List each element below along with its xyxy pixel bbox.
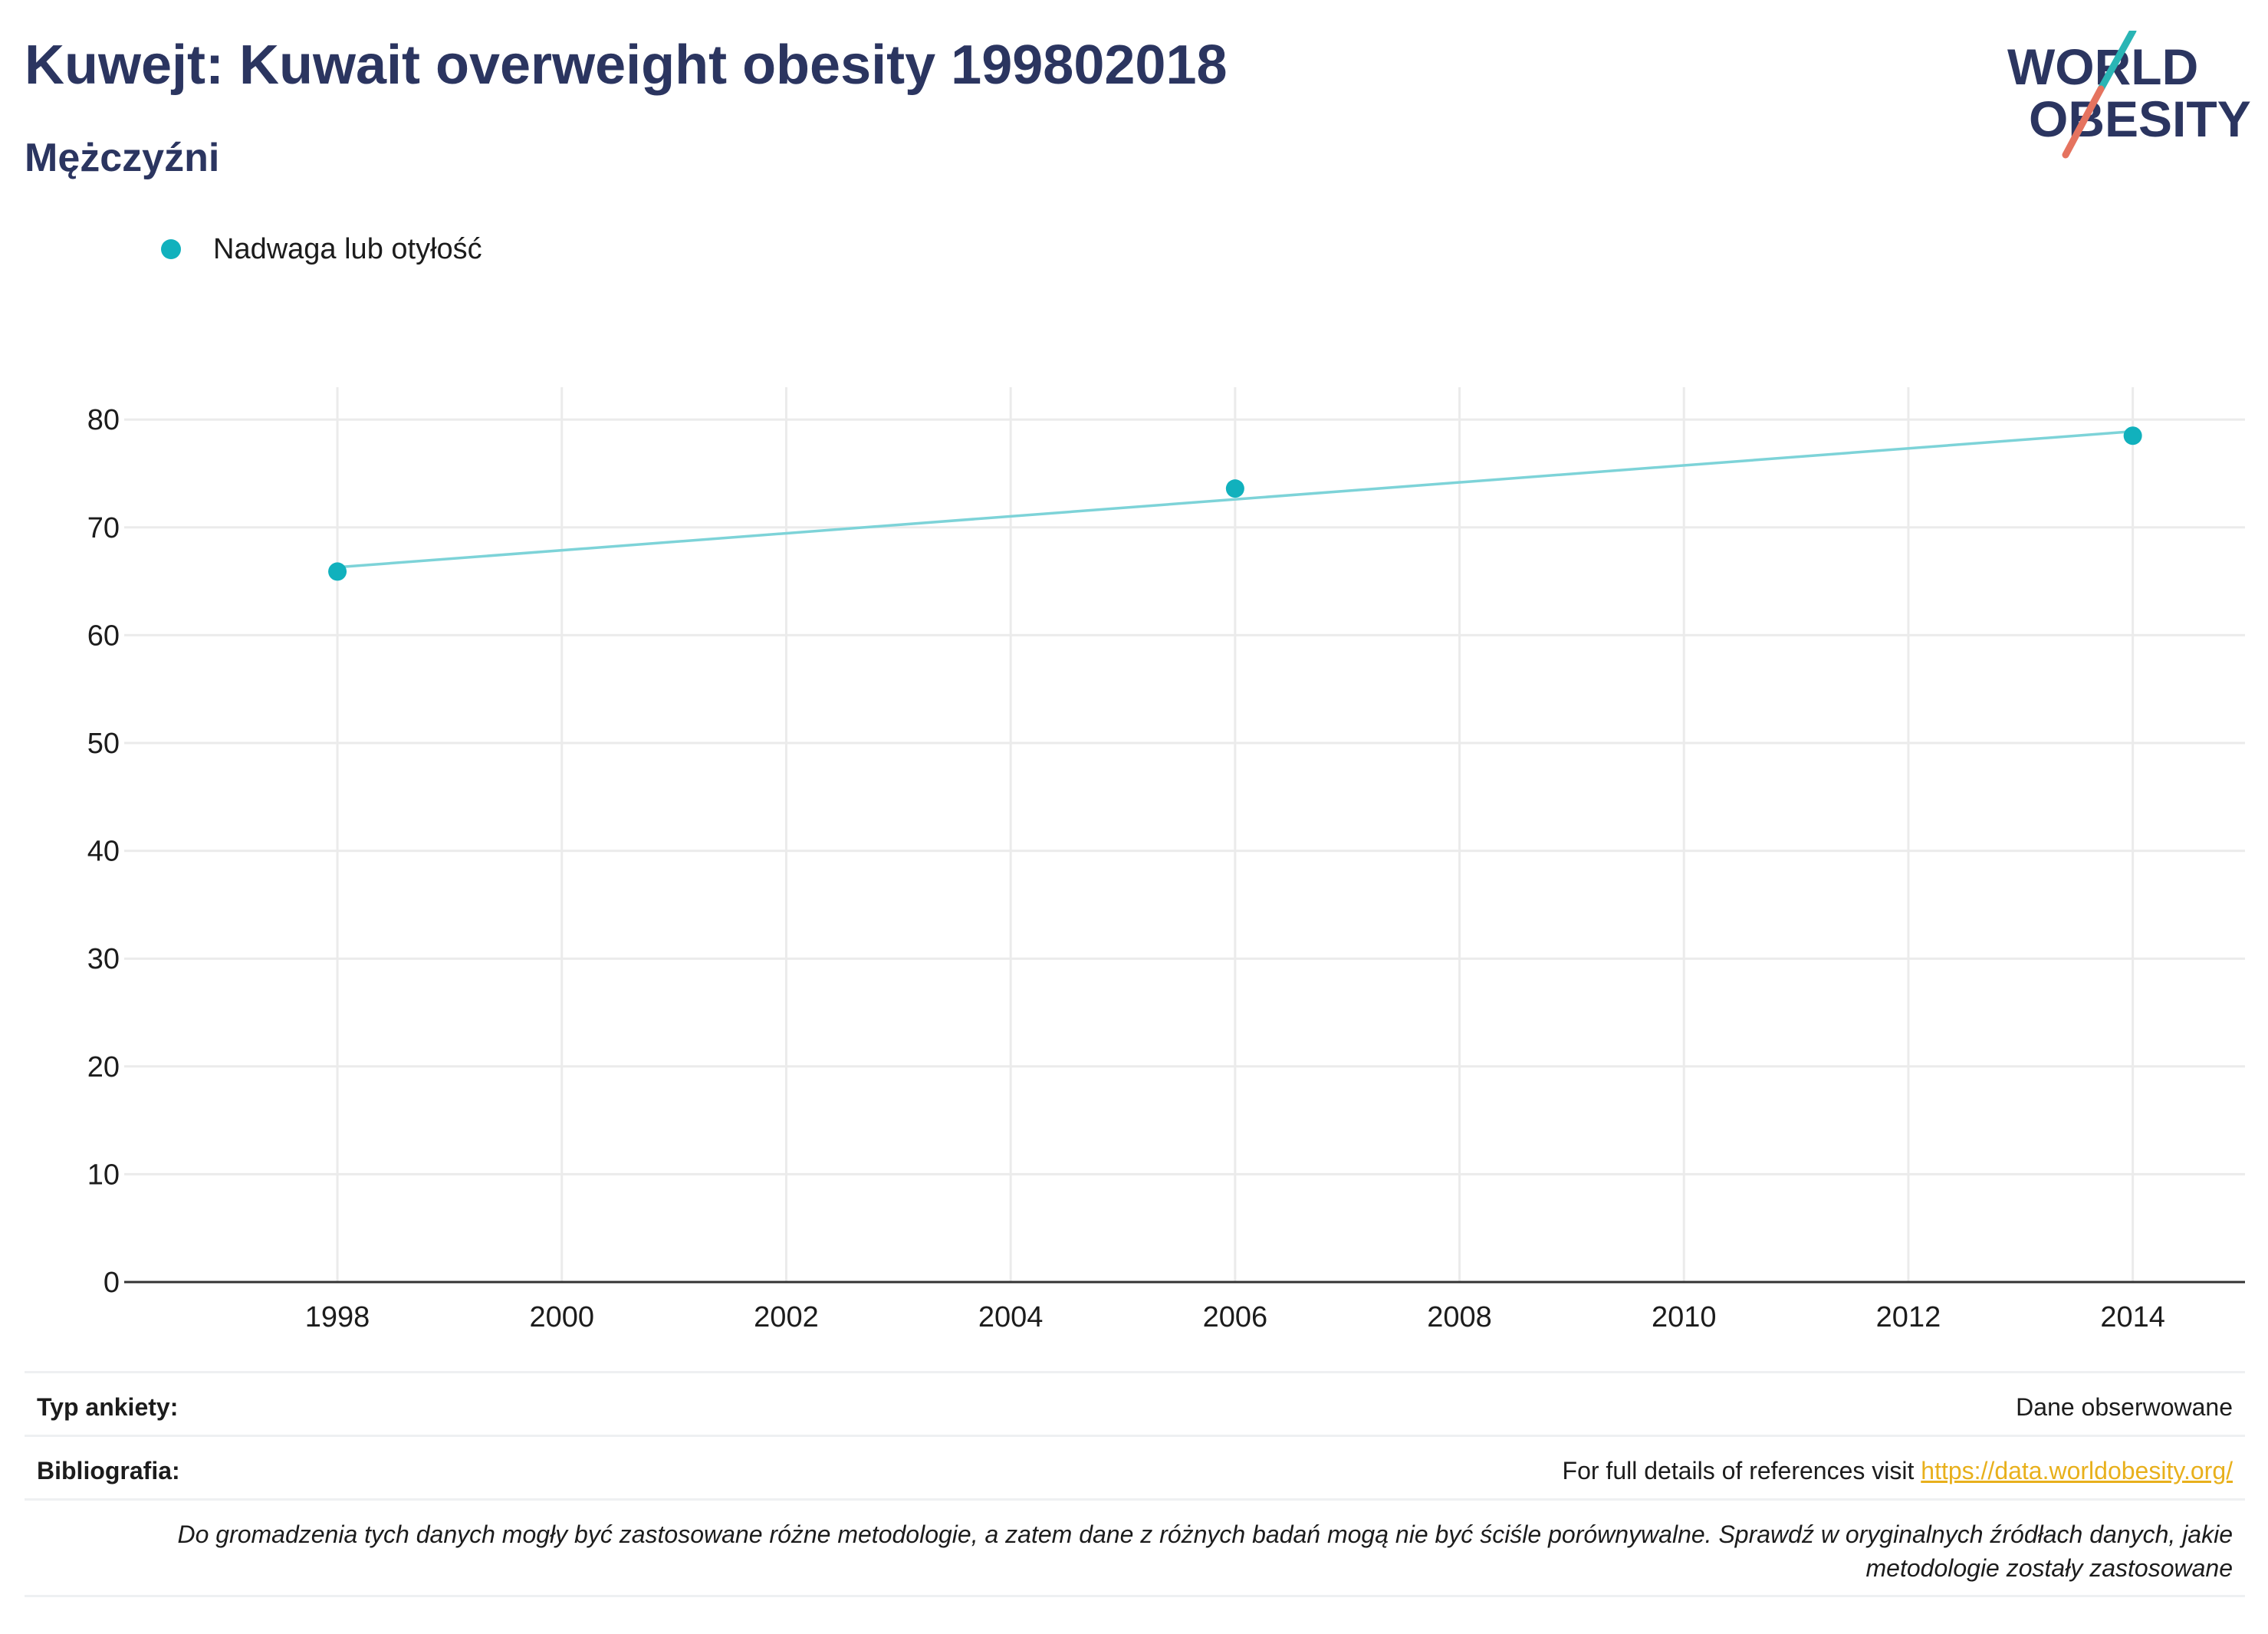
y-tick-label: 10 (87, 1159, 120, 1191)
methodology-note: Do gromadzenia tych danych mogły być zas… (177, 1521, 2233, 1582)
legend[interactable]: Nadwaga lub otyłość (161, 230, 482, 268)
y-tick-label: 0 (104, 1267, 120, 1299)
world-obesity-logo: WORLD OBESITY (2007, 31, 2251, 159)
y-tick-label: 80 (87, 404, 120, 436)
logo-slash-coral (2062, 85, 2105, 159)
x-tick-label: 2008 (1427, 1301, 1492, 1333)
data-point (2123, 426, 2142, 445)
bibliography-value: For full details of references visit htt… (1563, 1457, 2233, 1485)
legend-marker (161, 239, 181, 259)
logo-slash-teal (2097, 31, 2137, 93)
x-tick-label: 2002 (754, 1301, 819, 1333)
x-tick-label: 2010 (1652, 1301, 1717, 1333)
page-subtitle: Mężczyźni (25, 136, 220, 180)
x-tick-label: 2004 (978, 1301, 1044, 1333)
bibliography-label: Bibliografia: (37, 1457, 180, 1484)
bibliography-text: For full details of references visit (1562, 1457, 1921, 1484)
line-chart: 0 10 20 30 40 50 60 70 80 1998 2000 2002 2004 2006 200… (87, 387, 2245, 1333)
y-tick-label: 50 (87, 728, 120, 760)
x-tick-label: 2000 (529, 1301, 594, 1333)
y-tick-label: 30 (87, 943, 120, 975)
x-tick-label: 2014 (2100, 1301, 2165, 1333)
x-tick-label: 1998 (305, 1301, 370, 1333)
footer-bottom-divider (25, 1595, 2245, 1597)
x-tick-label: 2006 (1203, 1301, 1268, 1333)
page-title: Kuwejt: Kuwait overweight obesity 199802… (25, 35, 1228, 96)
legend-label: Nadwaga lub otyłość (213, 232, 482, 265)
data-point (328, 562, 347, 581)
data-point (1225, 479, 1244, 498)
trend-line (337, 429, 2133, 569)
y-tick-label: 60 (87, 620, 120, 652)
y-tick-label: 20 (87, 1051, 120, 1083)
y-tick-label: 70 (87, 512, 120, 544)
survey-type-label: Typ ankiety: (37, 1393, 179, 1421)
survey-type-value: Dane obserwowane (2016, 1393, 2233, 1421)
survey-type-row: Typ ankiety: Dane obserwowane (25, 1371, 2245, 1436)
methodology-row: Do gromadzenia tych danych mogły być zas… (25, 1498, 2245, 1597)
bibliography-link[interactable]: https://data.worldobesity.org/ (1921, 1457, 2233, 1484)
x-tick-label: 2012 (1876, 1301, 1941, 1333)
bibliography-row: Bibliografia: For full details of refere… (25, 1435, 2245, 1500)
y-tick-label: 40 (87, 836, 120, 868)
logo-text-obesity: OBESITY (2029, 90, 2251, 147)
